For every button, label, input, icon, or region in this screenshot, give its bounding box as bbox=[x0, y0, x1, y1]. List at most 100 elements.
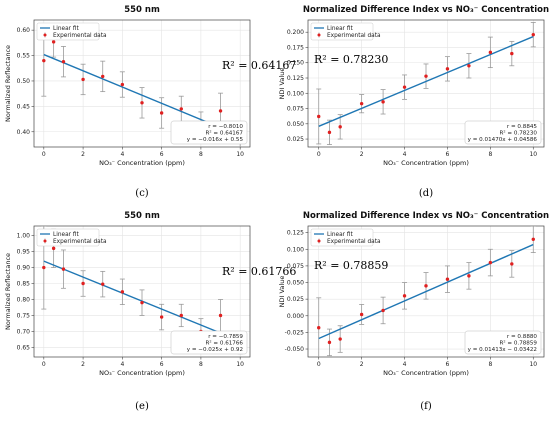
y-tick-label: 0.70 bbox=[17, 328, 31, 335]
data-point bbox=[51, 40, 56, 44]
y-tick-label: 0.000 bbox=[287, 313, 304, 320]
data-point bbox=[51, 246, 56, 251]
legend-data-swatch bbox=[317, 239, 321, 243]
y-tick-label: 0.150 bbox=[287, 60, 304, 67]
x-axis-label: NO₃⁻ Concentration (ppm) bbox=[383, 159, 469, 167]
y-tick-label: 0.95 bbox=[17, 249, 31, 256]
data-point bbox=[338, 125, 342, 129]
y-tick-label: 0.025 bbox=[287, 296, 304, 303]
x-tick-label: 6 bbox=[160, 151, 164, 158]
data-point bbox=[42, 58, 46, 63]
y-tick-label: 0.85 bbox=[17, 281, 31, 288]
stats-line: r = −0.7859 bbox=[208, 334, 243, 340]
x-tick-label: 2 bbox=[360, 151, 364, 158]
r-squared-annotation: R² = 0.78859 bbox=[314, 259, 388, 272]
data-point bbox=[140, 101, 144, 105]
data-point bbox=[140, 300, 144, 305]
data-point bbox=[218, 313, 223, 318]
y-tick-label: 0.175 bbox=[287, 44, 304, 51]
stats-box bbox=[170, 330, 248, 355]
y-axis-label: Normalized Reflectance bbox=[4, 45, 12, 122]
legend-fit-label: Linear fit bbox=[327, 26, 354, 32]
y-tick-label: 0.80 bbox=[17, 296, 31, 303]
legend-box bbox=[36, 228, 100, 247]
x-tick-label: 0 bbox=[42, 361, 46, 368]
x-tick-label: 6 bbox=[446, 151, 450, 158]
stats-box bbox=[170, 120, 248, 145]
x-tick-label: 2 bbox=[81, 151, 85, 158]
y-tick-label: 0.125 bbox=[287, 75, 304, 82]
legend-data-swatch bbox=[43, 239, 47, 243]
data-point bbox=[218, 109, 223, 113]
data-point bbox=[120, 82, 125, 87]
x-tick-label: 10 bbox=[236, 361, 244, 368]
x-tick-label: 4 bbox=[120, 151, 124, 158]
figure-caption: (e) bbox=[135, 401, 149, 412]
data-point bbox=[402, 294, 407, 298]
legend-box bbox=[310, 22, 374, 41]
data-point bbox=[159, 315, 164, 319]
x-tick-label: 4 bbox=[403, 361, 407, 368]
y-tick-label: 0.75 bbox=[17, 312, 31, 319]
stats-line: r = −0.8010 bbox=[208, 124, 243, 130]
y-axis-label: Normalized Reflectance bbox=[4, 253, 12, 330]
stats-box bbox=[464, 330, 542, 355]
legend-data-label: Experimental data bbox=[53, 33, 107, 39]
plot-frame bbox=[33, 225, 251, 358]
chart-title: Normalized Difference Index vs NO₃⁻ Conc… bbox=[303, 5, 549, 15]
legend-data-label: Experimental data bbox=[53, 239, 107, 245]
x-axis-label: NO₃⁻ Concentration (ppm) bbox=[383, 369, 469, 377]
legend-data-label: Experimental data bbox=[327, 33, 381, 39]
data-point bbox=[467, 64, 471, 68]
legend-fit-label: Linear fit bbox=[53, 26, 80, 32]
data-point bbox=[445, 67, 450, 71]
y-tick-label: 0.125 bbox=[287, 230, 304, 237]
stats-line: R² = 0.61766 bbox=[205, 340, 243, 347]
figure-caption: (d) bbox=[419, 188, 433, 199]
stats-line: y = 0.01470x + 0.04586 bbox=[468, 137, 538, 143]
figure-caption: (c) bbox=[135, 188, 149, 199]
y-tick-label: -0.050 bbox=[285, 346, 305, 353]
x-axis-label: NO₃⁻ Concentration (ppm) bbox=[99, 369, 185, 377]
legend-fit-label: Linear fit bbox=[53, 232, 80, 238]
stats-line: R² = 0.78230 bbox=[499, 130, 537, 137]
stats-line: r = 0.8880 bbox=[507, 334, 538, 340]
data-point bbox=[120, 290, 125, 294]
y-tick-label: 0.200 bbox=[287, 29, 304, 36]
y-tick-label: 1.00 bbox=[17, 233, 31, 240]
y-tick-label: 0.45 bbox=[17, 103, 31, 110]
x-tick-label: 8 bbox=[199, 361, 203, 368]
y-tick-label: -0.025 bbox=[285, 329, 305, 336]
chart-title: 550 nm bbox=[124, 5, 160, 15]
x-tick-label: 4 bbox=[120, 361, 124, 368]
plot-frame bbox=[307, 19, 545, 148]
chart-title: Normalized Difference Index vs NO₃⁻ Conc… bbox=[303, 211, 549, 221]
r-squared-annotation: R² = 0.78230 bbox=[314, 53, 388, 66]
legend-box bbox=[36, 22, 100, 41]
x-tick-label: 4 bbox=[403, 151, 407, 158]
y-tick-label: 0.60 bbox=[17, 27, 31, 34]
fit-line bbox=[318, 243, 534, 340]
chart-f: Normalized Difference Index vs NO₃⁻ Conc… bbox=[278, 211, 549, 412]
data-point bbox=[81, 281, 85, 286]
data-point bbox=[42, 265, 46, 270]
data-layer bbox=[316, 226, 536, 357]
y-tick-label: 0.050 bbox=[287, 280, 304, 287]
data-layer bbox=[316, 22, 536, 145]
y-tick-label: 0.50 bbox=[17, 78, 31, 85]
x-tick-label: 2 bbox=[81, 361, 85, 368]
data-point bbox=[81, 77, 85, 82]
plot-frame bbox=[33, 19, 251, 148]
x-tick-label: 6 bbox=[446, 361, 450, 368]
y-tick-label: 0.075 bbox=[287, 106, 304, 113]
legend-data-swatch bbox=[317, 33, 321, 37]
data-point bbox=[101, 282, 105, 286]
y-tick-label: 0.050 bbox=[287, 121, 304, 128]
y-tick-label: 0.65 bbox=[17, 344, 31, 351]
x-tick-label: 6 bbox=[160, 361, 164, 368]
legend-data-label: Experimental data bbox=[327, 239, 381, 245]
data-point bbox=[488, 260, 493, 265]
data-point bbox=[424, 74, 428, 78]
data-point bbox=[467, 274, 471, 278]
